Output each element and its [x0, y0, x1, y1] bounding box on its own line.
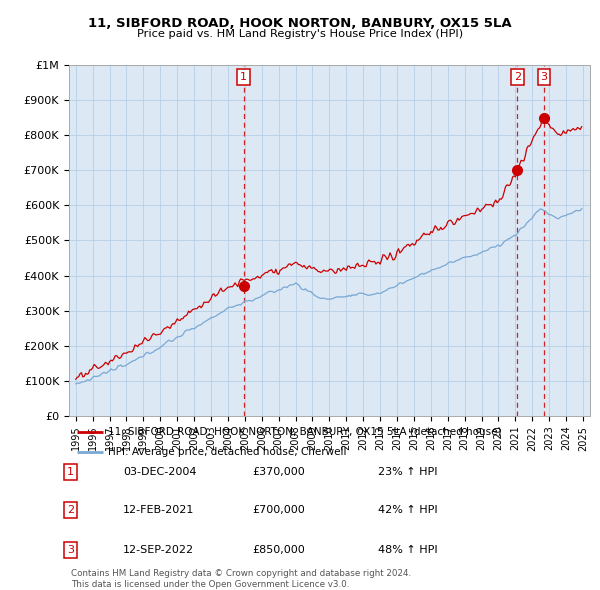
Text: Contains HM Land Registry data © Crown copyright and database right 2024.: Contains HM Land Registry data © Crown c… [71, 569, 411, 578]
Text: £850,000: £850,000 [252, 545, 305, 555]
Text: 3: 3 [67, 545, 74, 555]
Text: 1: 1 [240, 72, 247, 82]
Text: 42% ↑ HPI: 42% ↑ HPI [378, 506, 437, 515]
Text: HPI: Average price, detached house, Cherwell: HPI: Average price, detached house, Cher… [108, 447, 347, 457]
Text: 11, SIBFORD ROAD, HOOK NORTON, BANBURY, OX15 5LA: 11, SIBFORD ROAD, HOOK NORTON, BANBURY, … [88, 17, 512, 30]
Text: 1: 1 [67, 467, 74, 477]
Text: 12-FEB-2021: 12-FEB-2021 [123, 506, 194, 515]
Text: 2: 2 [67, 506, 74, 515]
Text: This data is licensed under the Open Government Licence v3.0.: This data is licensed under the Open Gov… [71, 579, 349, 589]
Text: 12-SEP-2022: 12-SEP-2022 [123, 545, 194, 555]
Text: 48% ↑ HPI: 48% ↑ HPI [378, 545, 437, 555]
Text: 11, SIBFORD ROAD, HOOK NORTON, BANBURY, OX15 5LA (detached house): 11, SIBFORD ROAD, HOOK NORTON, BANBURY, … [108, 427, 502, 437]
Text: 3: 3 [541, 72, 548, 82]
Text: 23% ↑ HPI: 23% ↑ HPI [378, 467, 437, 477]
Text: £370,000: £370,000 [252, 467, 305, 477]
Text: 2: 2 [514, 72, 521, 82]
Text: Price paid vs. HM Land Registry's House Price Index (HPI): Price paid vs. HM Land Registry's House … [137, 29, 463, 39]
Text: £700,000: £700,000 [252, 506, 305, 515]
Text: 03-DEC-2004: 03-DEC-2004 [123, 467, 197, 477]
